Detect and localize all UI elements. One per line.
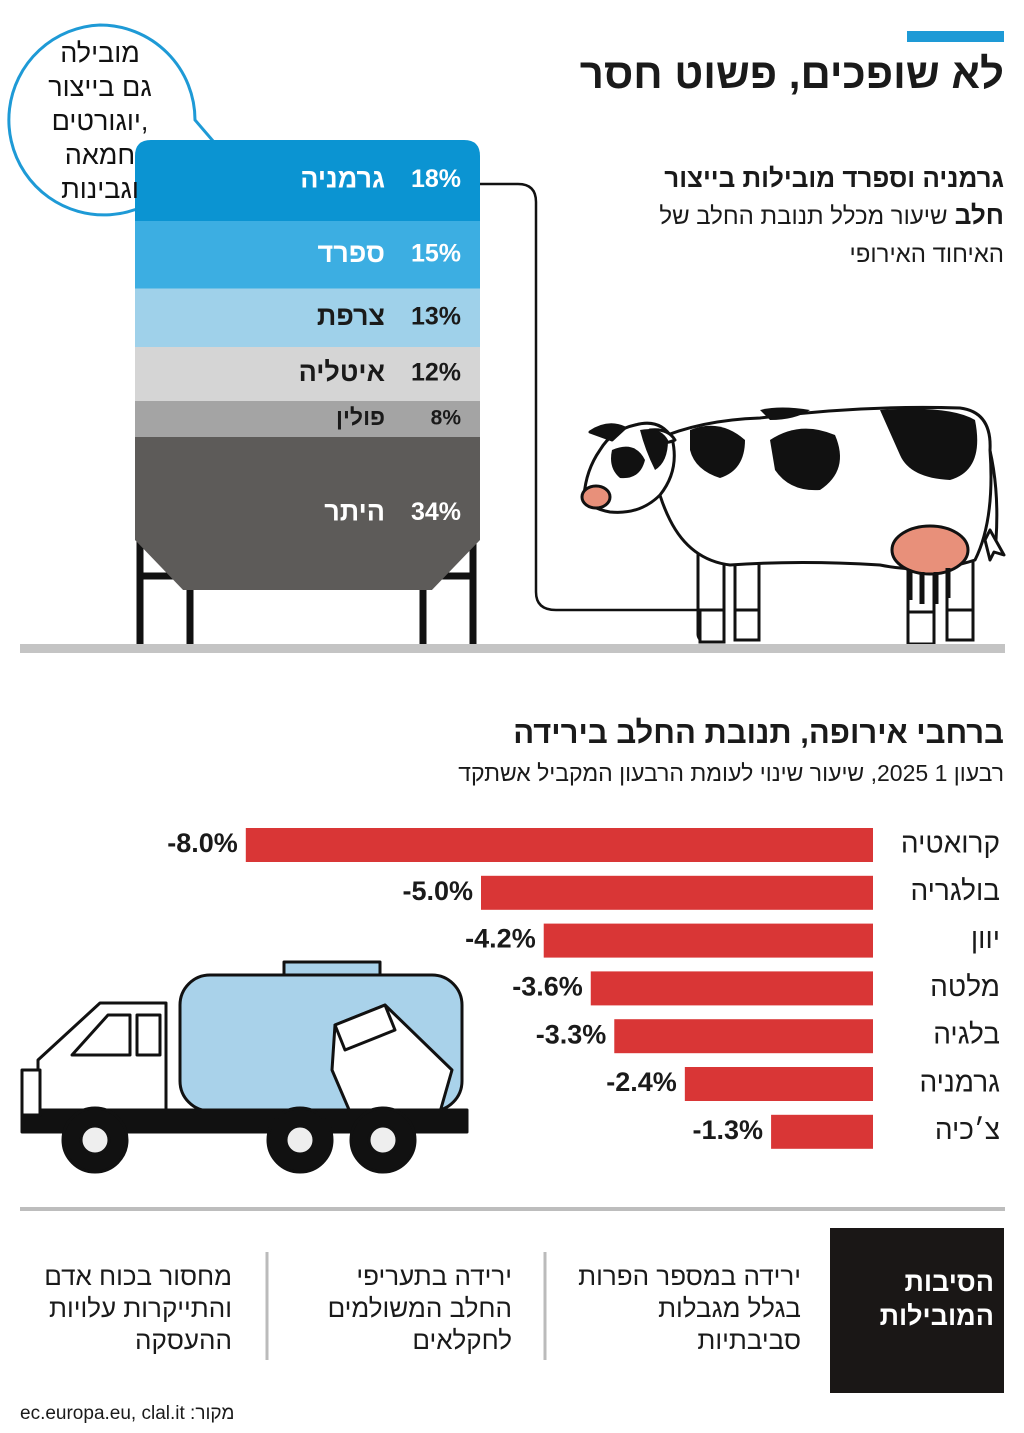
bar-category: בלגיה <box>933 1019 1000 1050</box>
ground-line <box>20 644 1005 653</box>
silo <box>135 140 480 590</box>
segment-value: 8% <box>431 407 462 430</box>
reasons-title-box <box>830 1228 1004 1393</box>
bubble-text: גם בייצור <box>48 72 152 102</box>
bar-title: ברחבי אירופה, תנובת החלב בירידה <box>513 715 1004 750</box>
bar-category: קרואטיה <box>901 827 1000 858</box>
bar <box>481 875 873 910</box>
bubble-text: מובילה <box>60 38 140 68</box>
bar-category: מלטה <box>930 971 1000 1002</box>
segment-label: גרמניה <box>300 164 385 194</box>
milk-truck <box>20 960 469 1174</box>
segment-value: 15% <box>411 239 461 267</box>
bar-subtitle: רבעון 1 2025, שיעור שינוי לעומת הרבעון ה… <box>458 760 1004 786</box>
bar-value-label: -8.0% <box>167 828 238 858</box>
bar <box>771 1114 873 1149</box>
silo-title: גרמניה וספרד מובילות בייצור חלב <box>664 163 1004 230</box>
silo-segment <box>135 347 480 401</box>
bubble-text: וגבינות <box>61 174 139 204</box>
silo-segment <box>135 401 480 437</box>
segment-value: 34% <box>411 498 461 526</box>
reason: ירידה במספר הפרות בגלל מגבלות סביבתיות <box>578 1261 801 1355</box>
bar <box>245 828 874 862</box>
bar-chart: קרואטיה -8.0% בולגריה -5.0% יוון -4.2% מלטה -3.… <box>167 827 1000 1149</box>
bubble-text: יוגורטים, <box>52 106 149 136</box>
silo-segment <box>135 221 480 289</box>
bar <box>543 923 873 958</box>
header-accent <box>907 31 1004 42</box>
silo-subtitle: שיעור מכלל תנובת החלב של האיחוד האירופי <box>659 203 1004 268</box>
silo-segment <box>135 288 480 347</box>
bar-value-label: -5.0% <box>402 876 473 906</box>
reason: מחסור בכוח אדם והתייקרות עלויות ההעסקה <box>44 1261 232 1355</box>
source: מקור: ec.europa.eu, clal.it <box>20 1403 235 1424</box>
bar <box>684 1067 873 1101</box>
bar-category: בולגריה <box>910 875 1000 906</box>
reason: ירידה בתעריפי החלב המשולמים לחקלאים <box>327 1261 512 1355</box>
silo-heading: גרמניה וספרד מובילות בייצור חלב שיעור מכ… <box>659 160 1004 273</box>
bar-category: צ׳כיה <box>935 1114 1000 1145</box>
divider <box>20 1207 1005 1211</box>
bubble-text: חמאה <box>65 140 135 170</box>
segment-value: 18% <box>411 165 461 193</box>
cow-spots <box>611 407 978 646</box>
segment-label: איטליה <box>299 357 385 387</box>
bar-category: גרמניה <box>919 1066 1000 1097</box>
bar <box>614 1019 873 1054</box>
segment-label: היתר <box>324 497 385 527</box>
segment-label: ספרד <box>318 238 385 268</box>
reasons-title: הסיבות המובילות <box>879 1267 994 1331</box>
connector-line <box>480 182 705 612</box>
bar-value-label: -3.3% <box>536 1019 607 1049</box>
bar-value-label: -2.4% <box>606 1067 677 1097</box>
page-title: לא שופכים, פשוט חסר <box>579 50 1004 97</box>
bar-value-label: -4.2% <box>465 924 536 954</box>
silo-segment <box>135 140 480 221</box>
bar <box>590 971 873 1006</box>
silo-segment <box>135 437 480 590</box>
segment-label: צרפת <box>317 301 385 331</box>
bar-value-label: -1.3% <box>693 1115 764 1145</box>
segment-value: 13% <box>411 302 461 330</box>
bar-value-label: -3.6% <box>512 972 583 1002</box>
bar-category: יוון <box>971 923 1000 954</box>
segment-label: פולין <box>336 404 385 430</box>
segment-value: 12% <box>411 359 461 387</box>
